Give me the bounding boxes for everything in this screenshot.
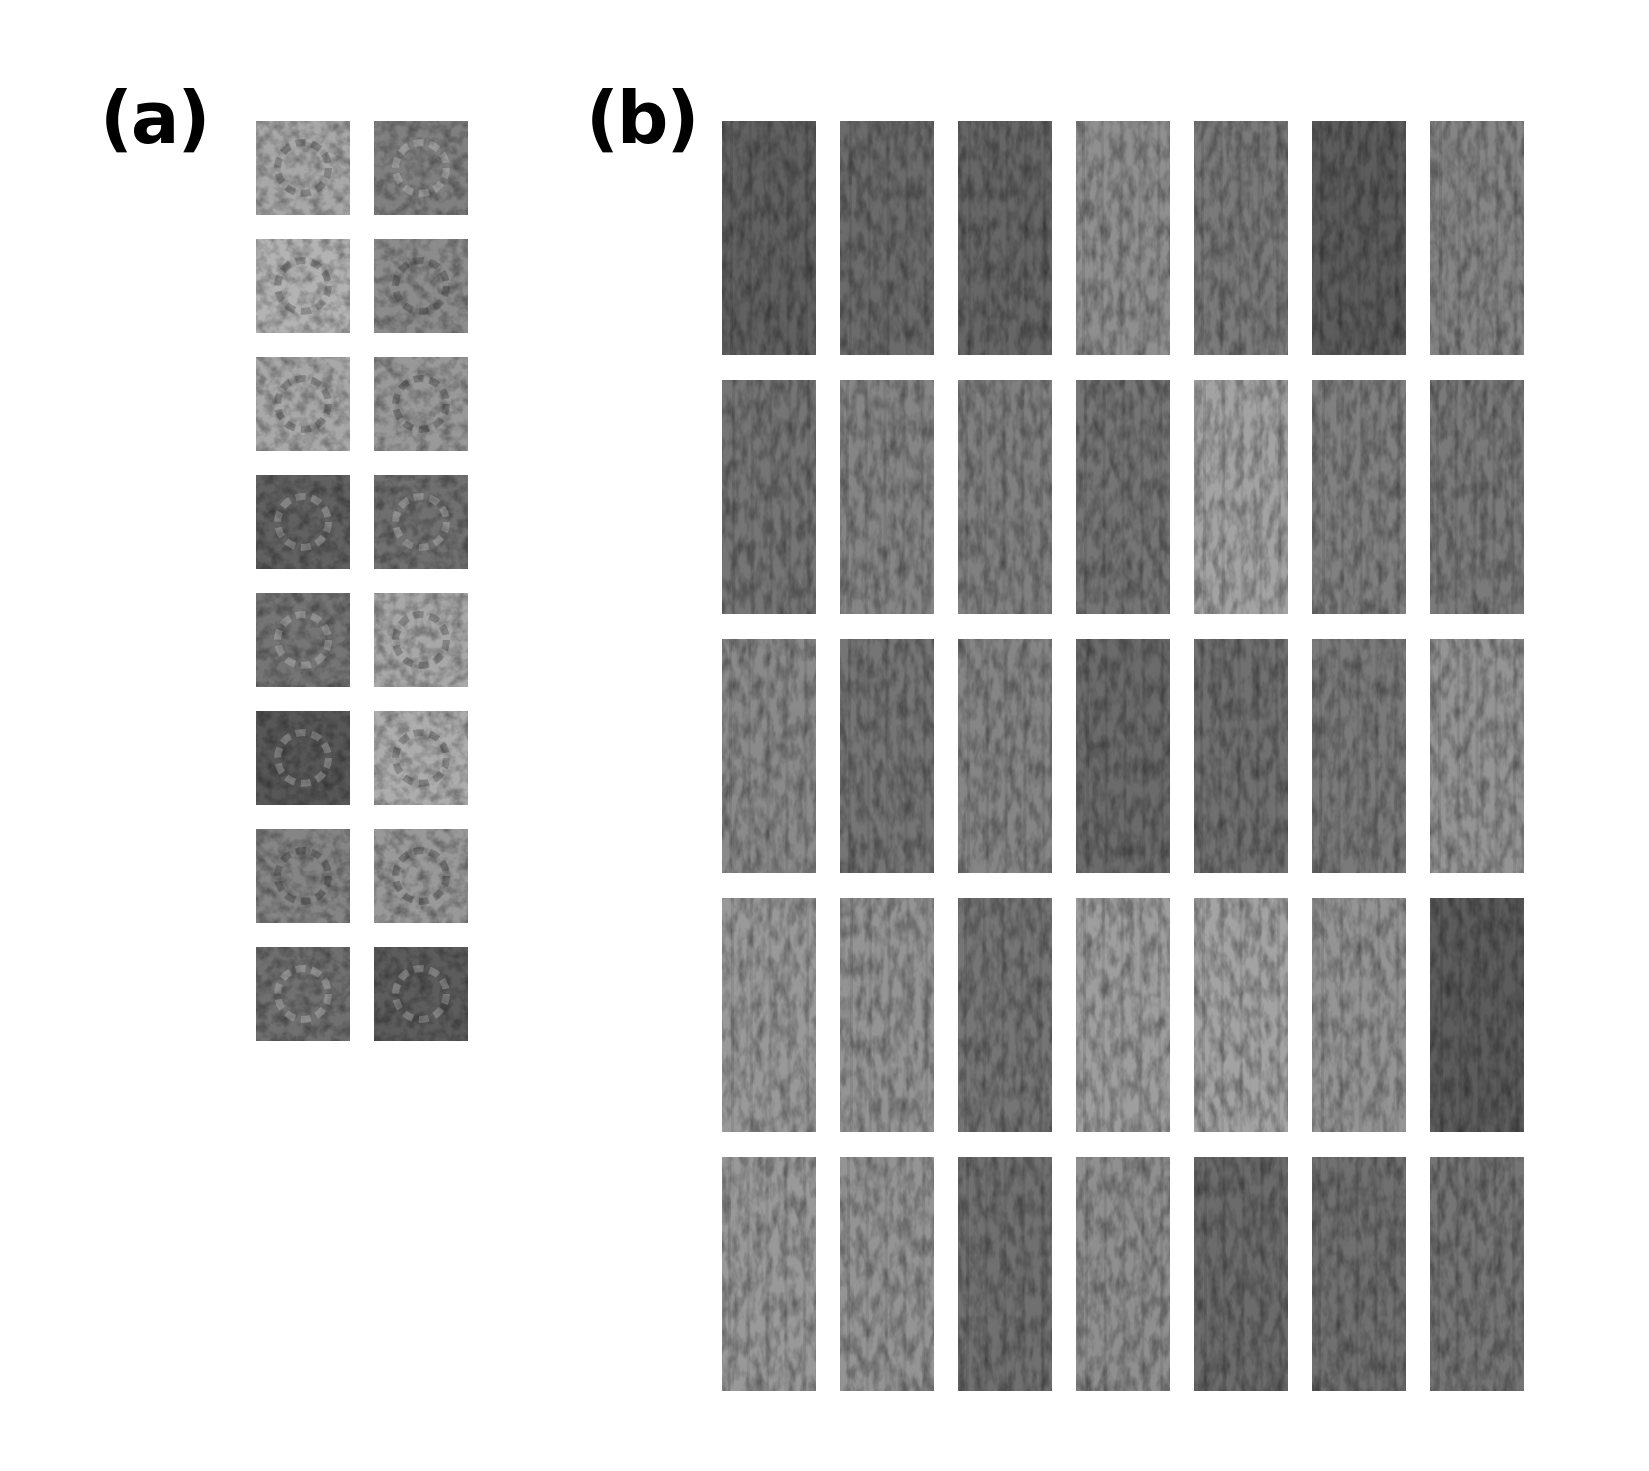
panel-b-filament-segment-image — [840, 639, 934, 873]
panel-b-filament-segment-image — [958, 639, 1052, 873]
panel-a-particle-image — [374, 121, 468, 215]
panel-b-filament-segment-image — [722, 121, 816, 355]
panel-a-particle-image — [256, 593, 350, 687]
panel-b-filament-segment-image — [722, 639, 816, 873]
panel-b-filament-segment-image — [1430, 380, 1524, 614]
panel-b-filament-segment-image — [1430, 121, 1524, 355]
panel-b-filament-segment-image — [958, 1157, 1052, 1391]
panel-a-particle-image — [256, 711, 350, 805]
panel-b-filament-segment-image — [1312, 380, 1406, 614]
panel-b-filament-segment-image — [1194, 639, 1288, 873]
panel-a-particle-image — [374, 239, 468, 333]
panel-b-filament-segment-image — [1194, 898, 1288, 1132]
panel-b-filament-segment-image — [1312, 898, 1406, 1132]
panel-b-filament-segment-image — [1312, 639, 1406, 873]
panel-b-filament-segment-image — [958, 380, 1052, 614]
panel-b-filament-segment-image — [958, 121, 1052, 355]
panel-b-filament-segment-image — [1076, 380, 1170, 614]
panel-a-particle-image — [256, 947, 350, 1041]
panel-a-particle-image — [256, 121, 350, 215]
panel-b-filament-segment-image — [1430, 639, 1524, 873]
panel-a-particle-image — [374, 357, 468, 451]
panel-b-filament-segment-image — [1430, 1157, 1524, 1391]
panel-b-label: (b) — [586, 76, 699, 160]
panel-a-label: (a) — [100, 76, 210, 160]
panel-a-particle-image — [256, 475, 350, 569]
panel-b-filament-segment-image — [722, 380, 816, 614]
panel-a-particle-image — [256, 357, 350, 451]
panel-b-filament-segment-image — [840, 380, 934, 614]
panel-a-particle-image — [374, 947, 468, 1041]
panel-b-filament-segment-image — [1194, 1157, 1288, 1391]
panel-b-filament-segment-image — [1312, 121, 1406, 355]
panel-b-filament-segment-image — [722, 1157, 816, 1391]
panel-a-particle-image — [374, 711, 468, 805]
panel-b-filament-segment-image — [1194, 380, 1288, 614]
panel-a-particle-image — [374, 829, 468, 923]
panel-b-filament-segment-image — [840, 1157, 934, 1391]
panel-b-filament-segment-image — [1430, 898, 1524, 1132]
panel-a-particle-image — [256, 829, 350, 923]
panel-a-particle-image — [374, 593, 468, 687]
panel-b-filament-segment-image — [1076, 898, 1170, 1132]
panel-b-filament-segment-image — [1194, 121, 1288, 355]
panel-b-filament-segment-image — [722, 898, 816, 1132]
panel-a-particle-image — [256, 239, 350, 333]
panel-b-filament-segment-image — [840, 898, 934, 1132]
panel-b-filament-segment-image — [840, 121, 934, 355]
panel-a-particle-image — [374, 475, 468, 569]
panel-b-filament-segment-image — [1076, 639, 1170, 873]
panel-b-filament-segment-image — [1076, 121, 1170, 355]
panel-b-filament-segment-image — [1312, 1157, 1406, 1391]
panel-b-filament-segment-image — [958, 898, 1052, 1132]
panel-b-filament-segment-image — [1076, 1157, 1170, 1391]
